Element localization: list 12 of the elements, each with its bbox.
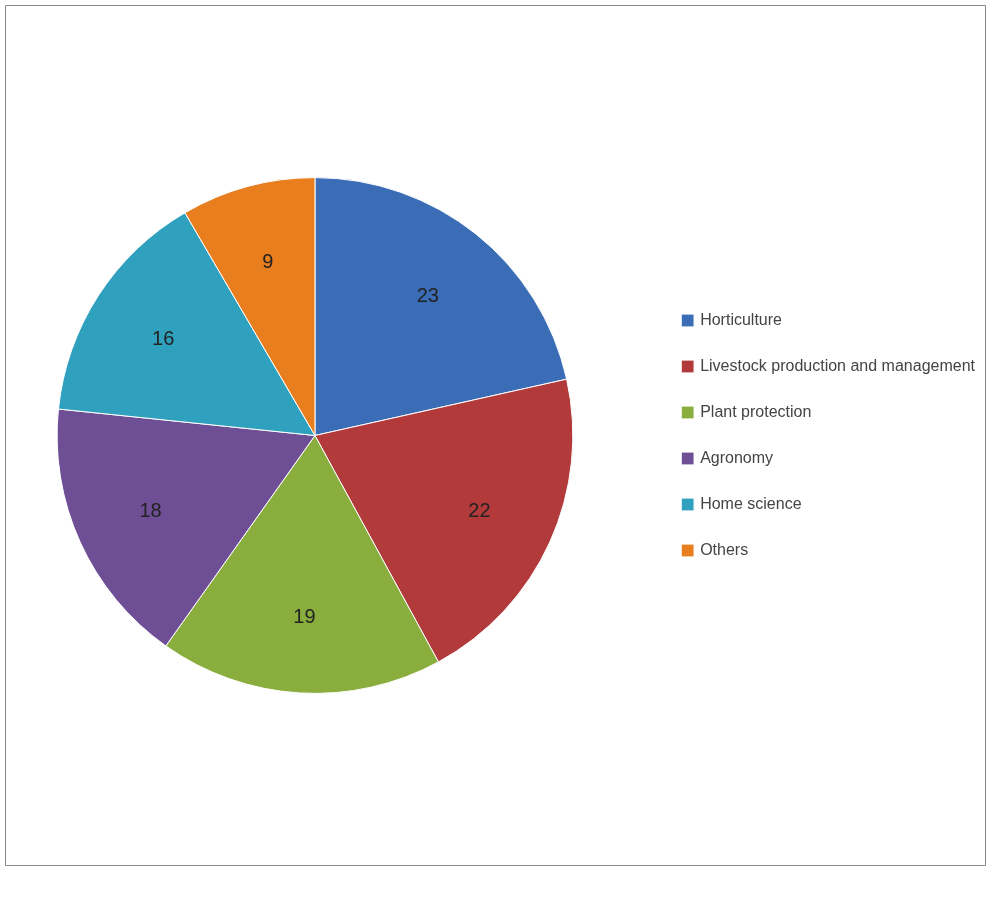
legend-label: Horticulture xyxy=(700,311,782,329)
legend-label: Livestock production and management xyxy=(700,357,975,375)
legend-label: Home science xyxy=(700,495,802,513)
data-label: 23 xyxy=(416,283,439,306)
legend-label: Others xyxy=(700,541,749,559)
data-label: 22 xyxy=(468,499,491,522)
data-label: 18 xyxy=(139,499,162,522)
data-label: 19 xyxy=(293,604,316,627)
legend-label: Plant protection xyxy=(700,403,812,421)
data-label: 16 xyxy=(152,326,175,349)
data-label: 9 xyxy=(262,250,274,273)
legend-label: Agronomy xyxy=(700,449,774,467)
